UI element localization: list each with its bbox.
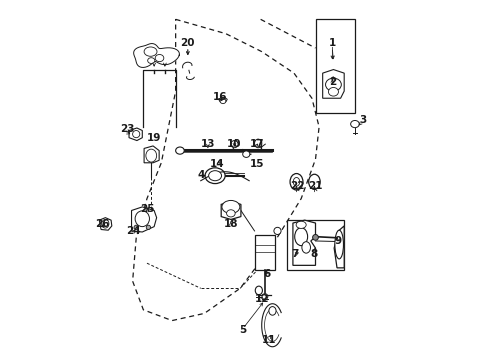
Polygon shape	[218, 98, 227, 102]
Text: 10: 10	[226, 139, 241, 149]
Ellipse shape	[273, 227, 281, 234]
Text: 25: 25	[140, 204, 154, 215]
Ellipse shape	[220, 99, 225, 104]
Polygon shape	[99, 218, 112, 230]
Ellipse shape	[155, 54, 163, 62]
Ellipse shape	[308, 174, 320, 189]
Polygon shape	[133, 44, 179, 67]
Polygon shape	[131, 207, 156, 232]
Text: 6: 6	[263, 269, 270, 279]
Text: 19: 19	[146, 133, 161, 143]
Ellipse shape	[268, 307, 276, 315]
Text: 21: 21	[307, 181, 322, 192]
Ellipse shape	[222, 201, 239, 213]
Ellipse shape	[208, 171, 221, 181]
Text: 4: 4	[197, 170, 204, 180]
Ellipse shape	[175, 147, 184, 154]
Ellipse shape	[325, 78, 341, 91]
Ellipse shape	[242, 151, 249, 157]
Text: 9: 9	[333, 236, 341, 246]
Ellipse shape	[262, 294, 267, 300]
Polygon shape	[144, 146, 159, 163]
Bar	[254, 235, 275, 270]
Ellipse shape	[144, 47, 157, 56]
Polygon shape	[221, 202, 241, 220]
Ellipse shape	[134, 225, 138, 229]
Text: 14: 14	[210, 159, 224, 169]
Polygon shape	[261, 304, 281, 347]
Polygon shape	[322, 69, 344, 98]
Ellipse shape	[301, 242, 310, 253]
Text: 17: 17	[249, 139, 264, 149]
Ellipse shape	[350, 121, 359, 128]
Text: 2: 2	[328, 77, 335, 87]
Text: 1: 1	[328, 38, 335, 48]
Polygon shape	[333, 226, 344, 268]
Ellipse shape	[289, 174, 303, 190]
Ellipse shape	[328, 87, 338, 96]
Polygon shape	[292, 220, 315, 265]
Text: 12: 12	[254, 294, 268, 304]
Bar	[315, 19, 354, 113]
Text: 24: 24	[126, 226, 141, 236]
Ellipse shape	[294, 228, 307, 246]
Bar	[286, 220, 344, 270]
Ellipse shape	[204, 168, 224, 184]
Text: 3: 3	[359, 115, 366, 125]
Text: 16: 16	[212, 92, 227, 102]
Text: 20: 20	[180, 38, 195, 48]
Text: 8: 8	[310, 248, 317, 258]
Ellipse shape	[146, 225, 150, 229]
Text: 11: 11	[261, 334, 276, 345]
Ellipse shape	[147, 58, 155, 63]
Ellipse shape	[230, 140, 238, 148]
Text: 22: 22	[290, 181, 304, 192]
Text: 7: 7	[290, 248, 298, 258]
Text: 13: 13	[200, 139, 215, 149]
Ellipse shape	[293, 177, 299, 186]
Ellipse shape	[132, 131, 140, 138]
Ellipse shape	[226, 210, 235, 217]
Text: 26: 26	[95, 219, 110, 229]
Ellipse shape	[254, 139, 261, 148]
Text: 15: 15	[249, 159, 264, 169]
Text: 18: 18	[223, 219, 238, 229]
Polygon shape	[129, 128, 142, 140]
Ellipse shape	[135, 211, 149, 226]
Text: 23: 23	[120, 124, 134, 134]
Ellipse shape	[145, 149, 156, 162]
Ellipse shape	[296, 221, 305, 228]
Ellipse shape	[255, 286, 262, 295]
Ellipse shape	[312, 234, 318, 240]
Text: 5: 5	[239, 325, 246, 335]
Ellipse shape	[102, 220, 109, 228]
Ellipse shape	[334, 230, 343, 259]
